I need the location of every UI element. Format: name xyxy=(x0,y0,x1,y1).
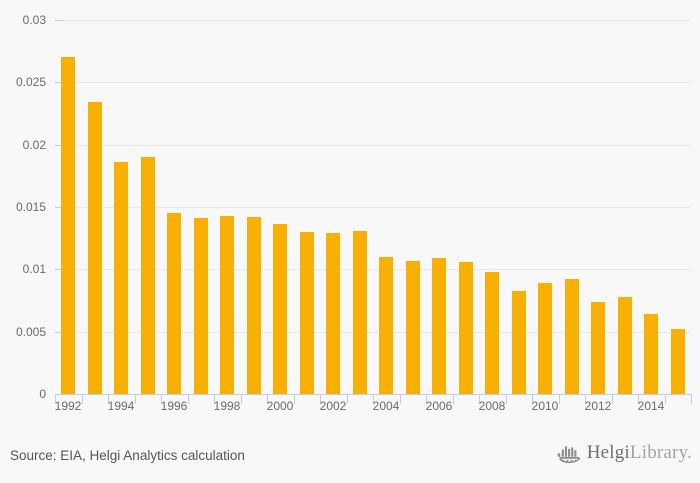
bar[interactable] xyxy=(273,224,287,394)
y-axis-tick xyxy=(55,207,64,208)
bar[interactable] xyxy=(485,272,499,394)
x-axis-tick xyxy=(453,395,454,404)
x-tick-label: 2010 xyxy=(531,399,559,413)
bar[interactable] xyxy=(538,283,552,394)
y-axis-tick xyxy=(55,20,64,21)
x-tick-label: 1998 xyxy=(213,399,241,413)
x-axis-tick xyxy=(400,395,401,404)
bar[interactable] xyxy=(512,291,526,394)
y-tick-label: 0.01 xyxy=(22,262,46,277)
x-axis-line xyxy=(55,394,692,395)
x-tick-label: 2004 xyxy=(372,399,400,413)
bar[interactable] xyxy=(459,262,473,394)
x-axis-tick xyxy=(612,395,613,404)
y-tick-label: 0.03 xyxy=(22,13,46,27)
y-tick-label: 0 xyxy=(39,387,46,401)
y-axis-tick xyxy=(55,269,64,271)
gridline xyxy=(55,82,691,84)
gridline xyxy=(55,20,691,21)
x-tick-label: 2002 xyxy=(319,399,347,413)
bar[interactable] xyxy=(61,57,75,394)
y-tick-label: 0.015 xyxy=(15,200,46,214)
logo-text-helgi: Helgi xyxy=(586,442,630,463)
viking-ship-icon xyxy=(557,446,581,464)
x-axis-tick xyxy=(585,395,586,404)
x-axis-tick xyxy=(82,395,83,404)
gridline xyxy=(55,331,691,333)
gridline xyxy=(55,269,691,271)
x-axis-tick xyxy=(320,395,321,404)
x-tick-label: 2012 xyxy=(584,399,612,413)
x-axis-tick xyxy=(214,395,215,404)
x-axis-tick xyxy=(135,395,136,404)
bar[interactable] xyxy=(194,218,208,394)
bar[interactable] xyxy=(432,258,446,394)
x-tick-label: 2008 xyxy=(478,399,506,413)
y-axis-tick xyxy=(55,331,64,333)
y-axis-tick xyxy=(55,144,64,146)
x-axis-tick xyxy=(108,395,109,404)
bar[interactable] xyxy=(326,233,340,394)
x-axis-tick xyxy=(373,395,374,404)
x-tick-label: 2014 xyxy=(637,399,665,413)
bar[interactable] xyxy=(220,216,234,394)
bar[interactable] xyxy=(141,157,155,394)
plot-area xyxy=(55,20,691,394)
x-axis-tick xyxy=(532,395,533,404)
x-axis-tick xyxy=(559,395,560,404)
logo-text-library: Library. xyxy=(629,442,692,463)
bar[interactable] xyxy=(88,102,102,394)
x-tick-label: 1992 xyxy=(54,399,82,413)
x-axis-tick xyxy=(426,395,427,404)
x-axis-tick xyxy=(347,395,348,404)
x-axis-tick xyxy=(691,395,692,404)
x-tick-label: 1994 xyxy=(107,399,135,413)
helgi-library-logo[interactable]: Helgi Library. xyxy=(557,440,692,466)
x-axis-tick xyxy=(479,395,480,404)
x-tick-label: 1996 xyxy=(160,399,188,413)
bar[interactable] xyxy=(565,279,579,394)
y-tick-label: 0.005 xyxy=(15,324,46,339)
bar[interactable] xyxy=(591,302,605,394)
x-axis-tick xyxy=(241,395,242,404)
bar[interactable] xyxy=(167,213,181,394)
x-tick-label: 2006 xyxy=(425,399,453,413)
bar[interactable] xyxy=(406,261,420,394)
bar[interactable] xyxy=(618,297,632,394)
bar-chart: 0 0.005 0.01 0.015 0.02 0.025 0.03 1992 1994 199… xyxy=(15,13,692,413)
gridline xyxy=(55,207,691,208)
bar[interactable] xyxy=(114,162,128,394)
x-axis-tick xyxy=(294,395,295,404)
bar[interactable] xyxy=(644,314,658,394)
bar[interactable] xyxy=(353,231,367,394)
x-axis-tick xyxy=(506,395,507,404)
chart-footer: Source: EIA, Helgi Analytics calculation xyxy=(0,420,700,483)
y-axis-tick xyxy=(55,82,64,84)
bar[interactable] xyxy=(247,217,261,394)
x-axis-tick xyxy=(161,395,162,404)
bar[interactable] xyxy=(379,257,393,394)
x-axis-tick xyxy=(665,395,666,404)
source-note: Source: EIA, Helgi Analytics calculation xyxy=(10,448,245,463)
x-axis-tick xyxy=(188,395,189,404)
y-tick-label: 0.02 xyxy=(22,137,46,152)
x-axis-tick xyxy=(267,395,268,404)
x-axis-tick xyxy=(638,395,639,404)
x-axis-tick xyxy=(55,395,56,404)
x-tick-label: 2000 xyxy=(266,399,294,413)
y-tick-label: 0.025 xyxy=(15,75,46,90)
gridline xyxy=(55,144,691,146)
bar[interactable] xyxy=(671,329,685,394)
bar[interactable] xyxy=(300,232,314,394)
